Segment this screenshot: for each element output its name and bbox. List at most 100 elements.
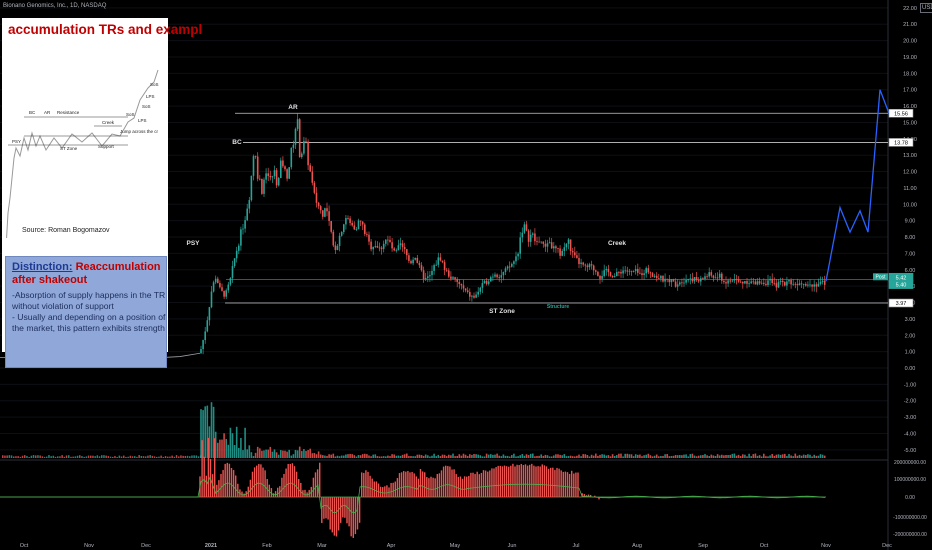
candle-body	[576, 255, 578, 258]
volume-bar	[714, 456, 717, 458]
oscillator-bar	[346, 497, 348, 524]
candle-body	[416, 257, 419, 263]
volume-bar	[586, 454, 589, 458]
volume-bar	[259, 448, 261, 458]
oscillator-bar	[216, 484, 218, 497]
candle-body	[588, 264, 591, 268]
volume-bar	[158, 456, 160, 458]
volume-bar	[794, 453, 797, 458]
volume-bar	[242, 450, 244, 458]
volume-bar	[496, 453, 498, 458]
volume-bar	[370, 456, 372, 458]
candle-body	[727, 280, 729, 284]
candle-body	[567, 239, 570, 244]
volume-bar	[739, 456, 742, 458]
volume-bar	[15, 456, 17, 458]
candle-body	[649, 272, 652, 274]
oscillator-bar	[295, 471, 298, 497]
oscillator-bar	[258, 464, 260, 497]
volume-bar	[521, 454, 524, 458]
candle-body	[435, 264, 437, 266]
candle-body	[500, 275, 503, 278]
candle-body	[622, 270, 624, 274]
oscillator-bar	[382, 487, 384, 497]
volume-bar	[109, 456, 112, 458]
volume-bar	[214, 431, 217, 458]
volume-bar	[578, 454, 580, 458]
volume-bar	[244, 427, 246, 458]
candle-body	[544, 243, 547, 247]
volume-bar	[668, 456, 671, 458]
oscillator-bar	[503, 465, 506, 497]
oscillator-bar	[214, 438, 216, 497]
candle-body	[773, 282, 776, 284]
candle-body	[343, 224, 345, 232]
candle-body	[217, 278, 219, 284]
candle-body	[450, 276, 452, 279]
candle-body	[693, 277, 696, 282]
candle-body	[466, 290, 469, 293]
candle-body	[445, 269, 448, 271]
oscillator-bar	[369, 475, 371, 497]
volume-bar	[786, 456, 788, 458]
volume-bar	[83, 456, 85, 458]
oscillator-bar	[568, 473, 571, 497]
volume-bar	[96, 455, 99, 458]
price-tick-label: 0.00	[905, 366, 916, 372]
oscillator-bar	[384, 486, 386, 497]
oscillator-bar	[398, 473, 401, 497]
candle-body	[502, 271, 505, 276]
volume-bar	[30, 455, 33, 458]
volume-bar	[645, 454, 647, 458]
candle-body	[458, 281, 461, 285]
candle-body	[277, 177, 280, 186]
candle-body	[210, 291, 213, 308]
volume-bar	[595, 453, 597, 458]
volume-bar	[37, 455, 39, 458]
candle-body	[538, 241, 540, 243]
volume-bar	[691, 453, 694, 458]
volume-bar	[517, 456, 519, 458]
volume-bar	[284, 450, 286, 458]
volume-bar	[742, 454, 744, 458]
candle-body	[429, 275, 431, 277]
volume-bar	[435, 456, 437, 458]
volume-bar	[538, 455, 540, 458]
volume-bar	[628, 454, 631, 458]
candle-body	[420, 265, 423, 271]
last-price-tag-box	[888, 280, 914, 289]
price-tags: 15.56 13.78 3.97 5.42 5.40 Post	[873, 108, 914, 308]
volume-bar	[492, 454, 494, 458]
oscillator-bar	[455, 474, 457, 497]
oscillator-bar	[495, 467, 497, 497]
oscillator-bar	[468, 475, 470, 497]
candle-body	[330, 220, 332, 232]
volume-bar	[464, 454, 467, 458]
oscillator-bar	[535, 466, 537, 497]
volume-bar	[286, 451, 288, 458]
price-tick-label: 16.00	[903, 104, 917, 110]
oscillator-bar	[579, 496, 581, 498]
volume-bar	[632, 456, 635, 458]
candle-body	[708, 272, 710, 277]
volume-bar	[401, 454, 404, 458]
volume-bar	[282, 450, 284, 458]
oscillator-bar	[232, 470, 235, 497]
volume-bar	[233, 445, 236, 458]
volume-bar	[265, 449, 267, 458]
volume-bar	[618, 453, 620, 458]
price-tick-label: 2.00	[905, 333, 916, 339]
currency-label[interactable]: USD	[920, 3, 932, 13]
volume-bar	[101, 455, 103, 458]
volume-bar	[511, 455, 513, 458]
oscillator-bar	[277, 487, 279, 497]
oscillator-bar	[451, 469, 453, 497]
schematic-thumbnail: BC AR Resistance PSY ST Zone Creek SoS L…	[6, 69, 159, 238]
time-tick-label: 2021	[205, 543, 217, 549]
oscillator-bar	[291, 463, 294, 497]
time-tick-label: Jul	[572, 543, 579, 549]
volume-bar	[217, 442, 219, 458]
volume-bar	[46, 456, 48, 458]
candle-body	[494, 274, 496, 277]
thumb-label: LPS	[138, 118, 147, 123]
